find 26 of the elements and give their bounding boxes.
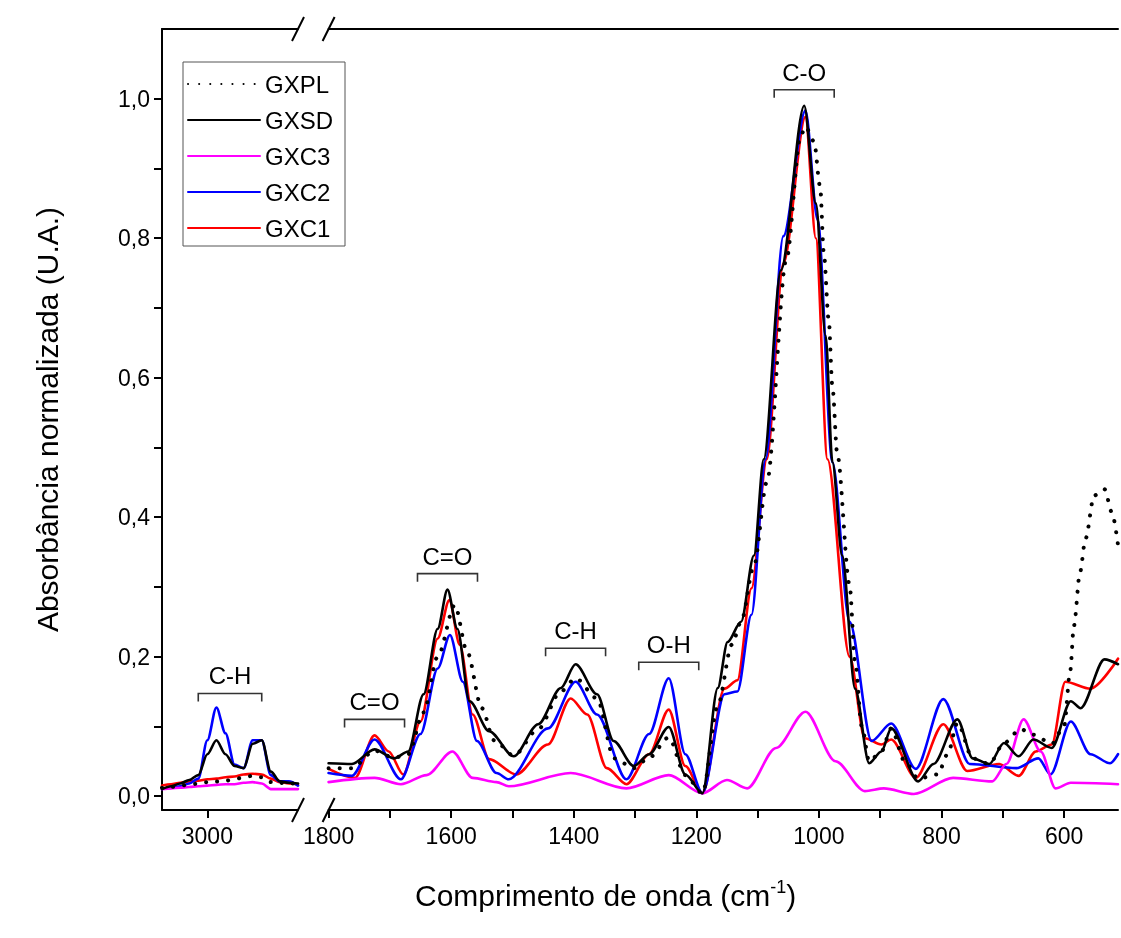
annotation: C-O bbox=[782, 58, 827, 86]
y-axis-title: Absorbância normalizada (U.A.) bbox=[30, 206, 64, 633]
y-tick-label: 0,0 bbox=[118, 783, 150, 810]
legend-label: GXC1 bbox=[265, 214, 331, 242]
x-tick-label: 1400 bbox=[548, 822, 600, 849]
annotation: O-H bbox=[646, 631, 691, 659]
x-tick-label: 800 bbox=[922, 822, 961, 849]
x-tick-label: 1800 bbox=[303, 822, 355, 849]
legend-label: GXSD bbox=[265, 106, 334, 134]
x-tick-label: 1000 bbox=[793, 822, 845, 849]
legend-label: GXC2 bbox=[265, 178, 331, 206]
y-tick-label: 1,0 bbox=[118, 85, 150, 112]
y-tick-label: 0,6 bbox=[118, 364, 150, 391]
x-tick-label: 1200 bbox=[670, 822, 722, 849]
legend-label: GXPL bbox=[265, 70, 330, 98]
y-tick-label: 0,4 bbox=[118, 504, 151, 531]
y-tick-label: 0,8 bbox=[118, 225, 150, 252]
x-tick-label: 3000 bbox=[181, 822, 233, 849]
y-tick-label: 0,2 bbox=[118, 643, 150, 670]
x-tick-label: 600 bbox=[1044, 822, 1084, 849]
legend-label: GXC3 bbox=[265, 142, 331, 170]
annotation: C-H bbox=[208, 662, 252, 690]
annotation: C=O bbox=[422, 542, 473, 570]
x-tick-label: 1600 bbox=[425, 822, 477, 849]
annotation: C-H bbox=[554, 617, 597, 645]
annotation: C=O bbox=[349, 688, 400, 716]
